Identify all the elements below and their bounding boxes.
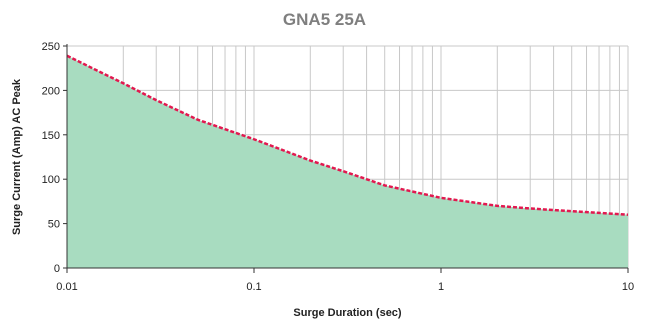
- x-tick-label: 0.1: [246, 281, 261, 293]
- x-tick-label: 1: [438, 281, 444, 293]
- y-tick-label: 100: [42, 174, 60, 186]
- tick-labels: 0 50 100 150 200 250 0.01 0.1 1 10: [42, 41, 634, 293]
- axes: [63, 44, 628, 273]
- y-tick-label: 150: [42, 130, 60, 142]
- chart-title: GNA5 25A: [282, 10, 367, 29]
- y-tick-label: 250: [42, 41, 60, 53]
- y-tick-label: 0: [54, 263, 60, 275]
- area-fill: [67, 55, 628, 268]
- y-tick-label: 50: [48, 219, 60, 231]
- x-tick-label: 10: [622, 281, 634, 293]
- x-tick-label: 0.01: [56, 281, 77, 293]
- y-axis-title: Surge Current (Amp) AC Peak: [11, 78, 23, 235]
- y-tick-label: 200: [42, 85, 60, 97]
- x-axis-title: Surge Duration (sec): [293, 307, 402, 319]
- series-line: [66, 54, 629, 216]
